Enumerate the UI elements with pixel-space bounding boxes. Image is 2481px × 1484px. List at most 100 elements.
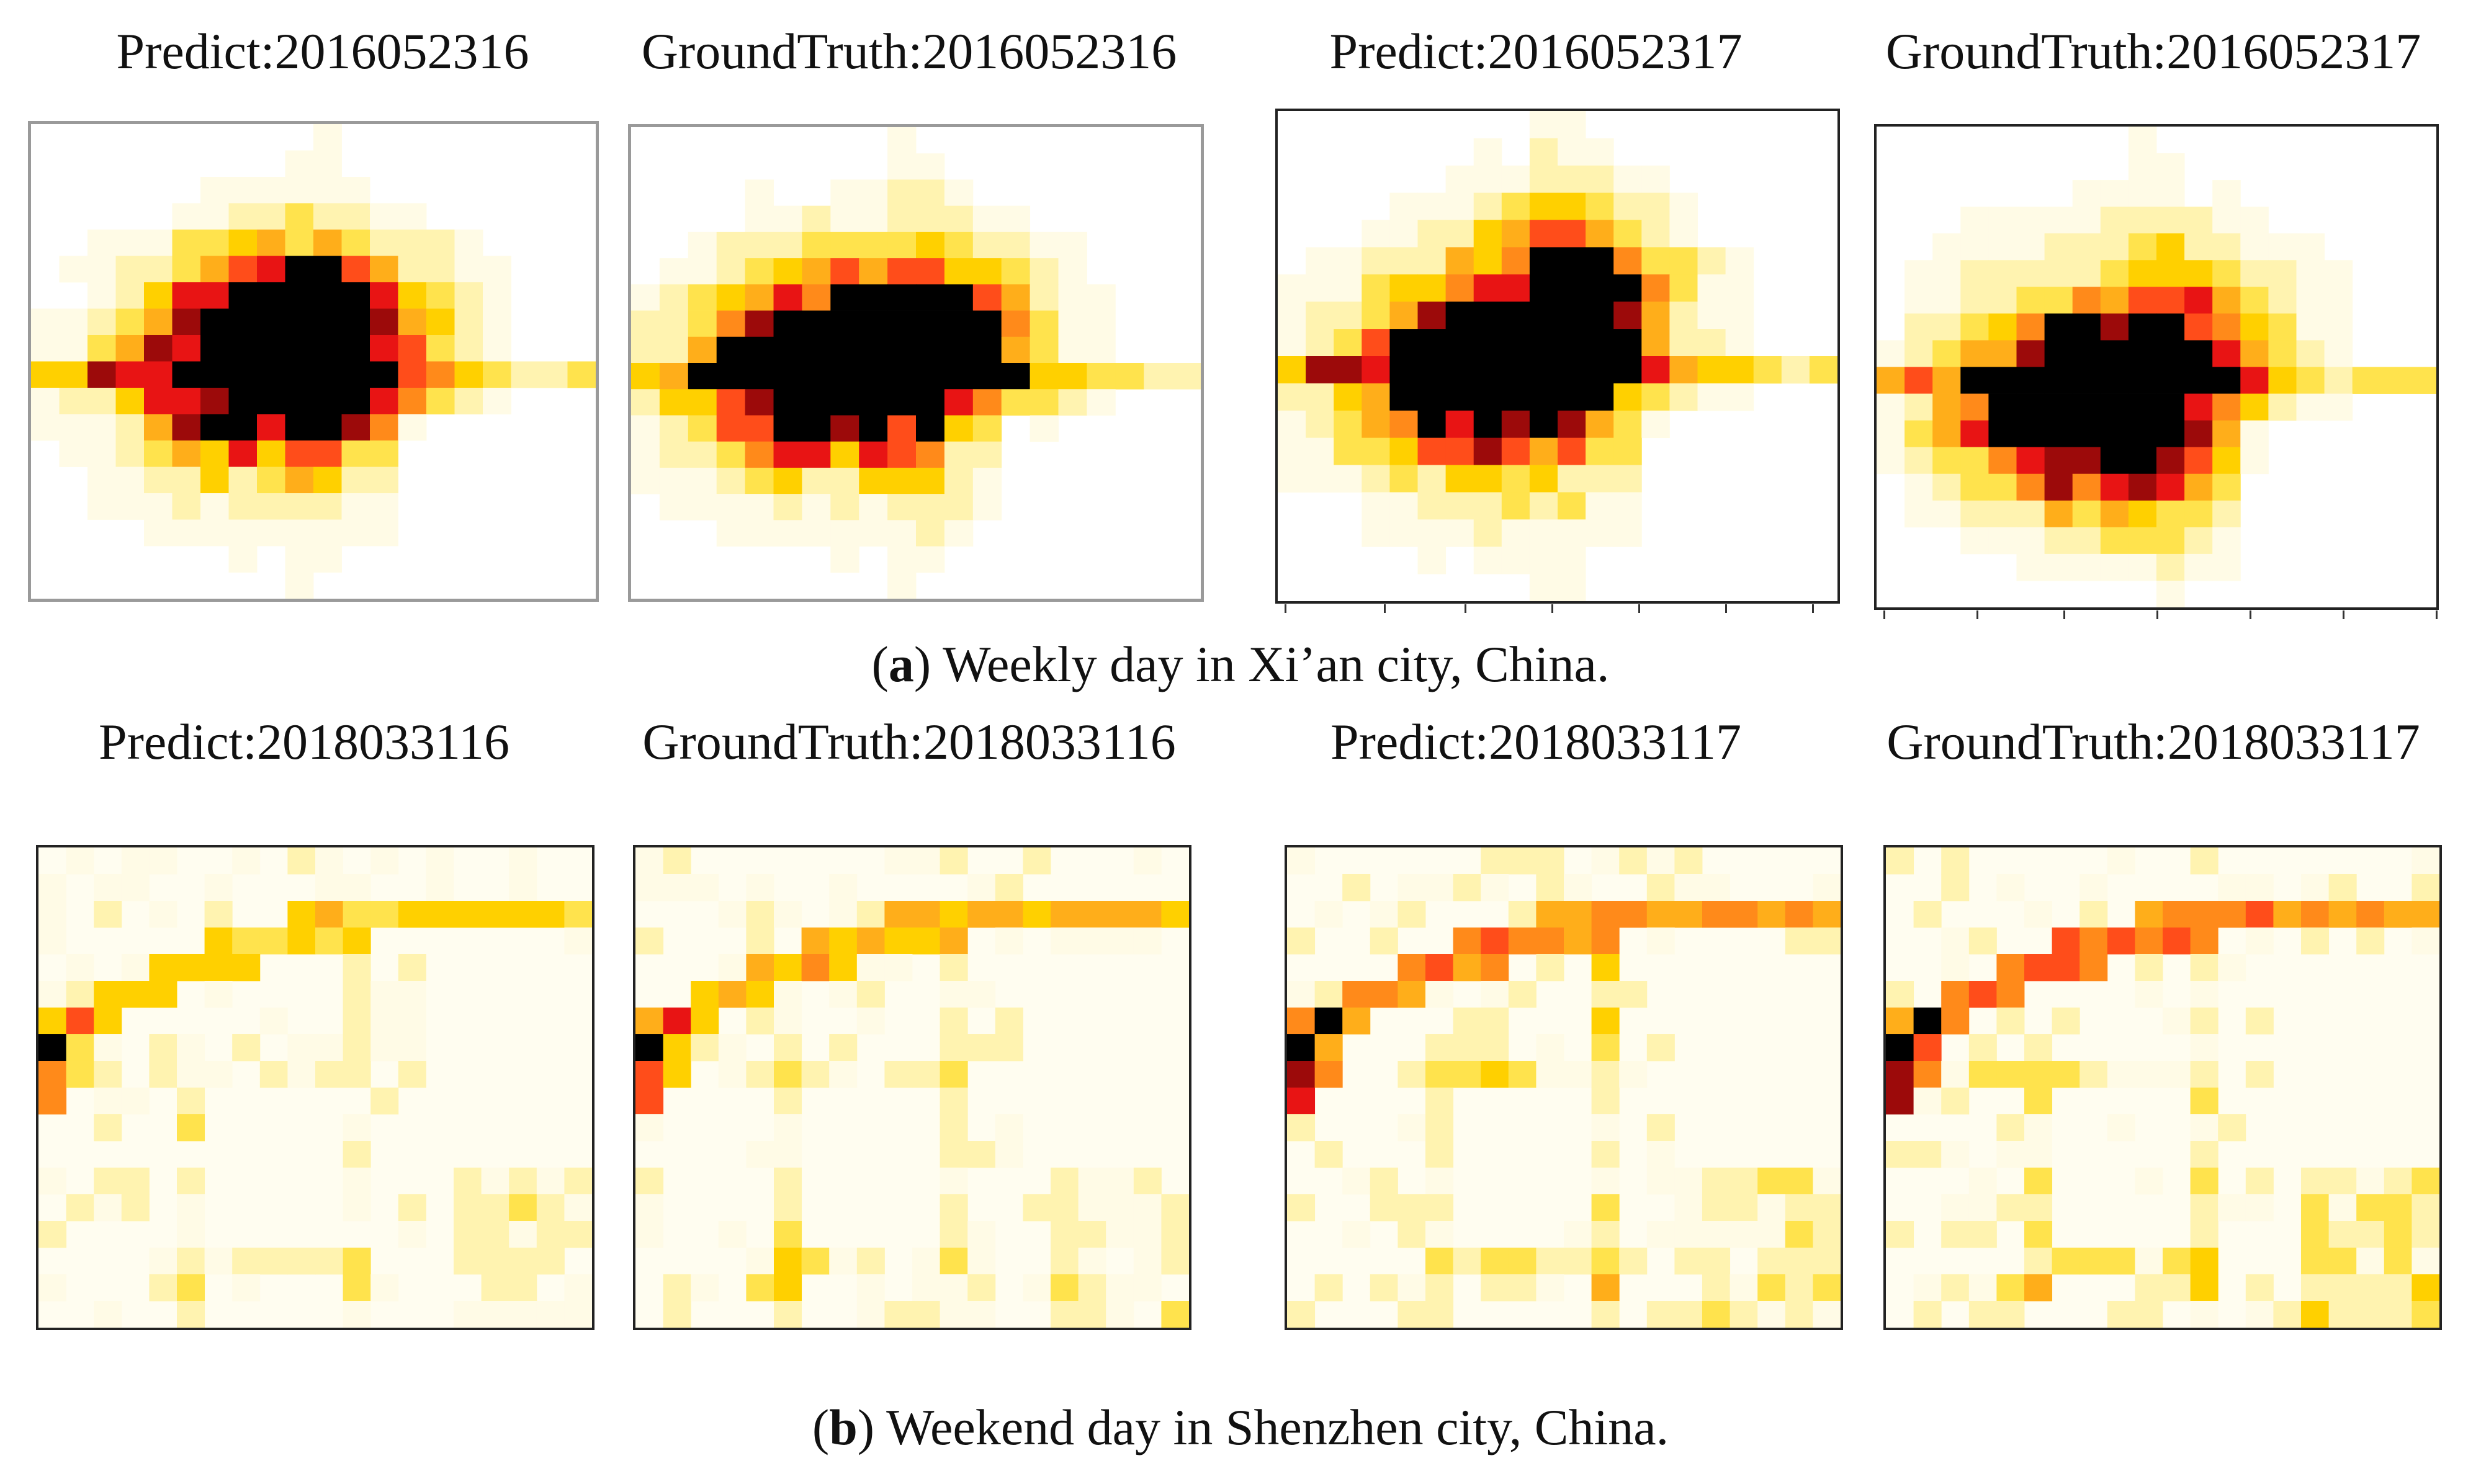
heatmap-cell (1161, 900, 1189, 928)
heatmap-cell (2190, 1114, 2219, 1142)
heatmap-cell (287, 900, 316, 928)
heatmap-cell (144, 493, 173, 520)
heatmap-cell (773, 520, 802, 547)
heatmap-cell (87, 229, 116, 256)
heatmap-cell (1591, 1247, 1620, 1275)
heatmap-cell (1306, 302, 1334, 329)
heatmap-cell (2128, 127, 2157, 154)
heatmap-cell (631, 467, 660, 494)
heatmap-cell (87, 308, 116, 336)
heatmap-cell (2044, 207, 2073, 234)
heatmap-cell (745, 336, 774, 364)
heatmap-cell (1287, 1034, 1316, 1062)
heatmap-cell (121, 1088, 150, 1115)
heatmap-cell (121, 981, 150, 1008)
heatmap-cell (972, 389, 1002, 416)
heatmap-cell (59, 388, 88, 414)
heatmap-cell (257, 440, 285, 467)
heatmap-cell (1613, 302, 1642, 329)
heatmap-cell (1058, 231, 1087, 259)
heatmap-cell (313, 546, 342, 573)
heatmap-cell (1988, 340, 2017, 367)
heatmap-cell (1809, 356, 1837, 384)
heatmap-cell (773, 415, 802, 442)
heatmap-cell (718, 1034, 747, 1062)
heatmap-cell (313, 467, 342, 494)
heatmap-cell (2245, 874, 2274, 901)
heatmap-cell (916, 520, 945, 547)
heatmap-cell (94, 1168, 122, 1195)
heatmap-cell (2044, 233, 2073, 261)
heatmap-cell (228, 493, 258, 520)
heatmap-cell (716, 520, 746, 547)
heatmap-cell (1785, 1274, 1813, 1302)
heatmap-cell (370, 467, 398, 494)
heatmap-cell (1669, 192, 1698, 220)
heatmap-cell (1730, 1221, 1758, 1248)
heatmap-cell (1425, 1221, 1454, 1248)
heatmap-cell (1334, 465, 1362, 493)
heatmap-cell (341, 361, 370, 388)
heatmap-cell (1529, 220, 1558, 248)
heatmap-cell (801, 1247, 830, 1275)
heatmap-cell (716, 284, 746, 311)
heatmap-cell (200, 414, 229, 441)
heatmap-cell (1586, 220, 1614, 248)
heatmap-cell (66, 1060, 94, 1088)
heatmap-cell (1481, 928, 1509, 955)
heatmap-cell (801, 928, 830, 955)
heatmap-cell (1591, 847, 1620, 875)
heatmap-cell (2135, 1060, 2163, 1088)
heatmap-cell (1586, 492, 1614, 520)
heatmap-cell (1425, 1247, 1454, 1275)
heatmap-cell (916, 179, 945, 207)
heatmap-cell (1564, 1221, 1592, 1248)
heatmap-cell (172, 414, 201, 441)
heatmap-cell (995, 874, 1023, 901)
heatmap-cell (285, 440, 314, 467)
heatmap-cell (1941, 1060, 1970, 1088)
heatmap-cell (1877, 340, 1905, 367)
heatmap-cell (940, 1168, 968, 1195)
heatmap-cell (1558, 220, 1586, 248)
heatmap-cell (1558, 165, 1586, 194)
heatmap-cell (2024, 1034, 2053, 1062)
heatmap-cell (802, 231, 831, 259)
heatmap-cell (829, 874, 858, 901)
heatmap-cell (1702, 874, 1731, 901)
heatmap-cell (2411, 1168, 2439, 1195)
heatmap-cell (745, 231, 774, 259)
heatmap-cell (228, 334, 258, 362)
heatmap-svg (38, 847, 592, 1328)
heatmap-cell (1306, 410, 1334, 439)
heatmap-cell (1877, 367, 1905, 394)
heatmap-cell (663, 1060, 691, 1088)
heatmap-cell (1473, 492, 1502, 520)
heatmap-cell (2384, 1168, 2412, 1195)
heatmap-cell (1960, 420, 1989, 448)
heatmap-cell (2100, 367, 2129, 394)
heatmap-cell (1314, 1007, 1343, 1035)
heatmap-cell (802, 520, 831, 547)
heatmap-cell (2072, 367, 2101, 394)
heatmap-cell (2072, 553, 2101, 581)
heatmap-cell (2245, 1300, 2274, 1328)
heatmap-cell (1697, 329, 1726, 357)
heatmap-cell (1641, 383, 1670, 411)
heatmap-cell (2100, 260, 2129, 287)
heatmap-cell (2184, 233, 2213, 261)
heatmap-cell (1564, 928, 1592, 955)
heatmap-cell (1425, 1088, 1454, 1115)
heatmap-cell (2156, 580, 2185, 607)
heatmap-cell (1641, 356, 1670, 384)
heatmap-cell (1646, 1221, 1675, 1248)
heatmap-cell (631, 310, 660, 337)
heatmap-cell (2190, 1060, 2219, 1088)
heatmap-cell (2044, 420, 2073, 448)
heatmap-cell (1481, 847, 1509, 875)
heatmap-cell (2240, 287, 2269, 314)
heatmap-cell (1646, 1168, 1675, 1195)
heatmap-cell (228, 546, 258, 573)
heatmap-cell (1133, 1168, 1162, 1195)
heatmap-cell (539, 361, 568, 388)
